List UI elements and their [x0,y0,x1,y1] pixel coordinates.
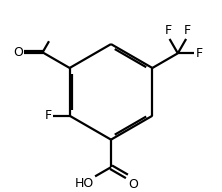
Text: HO: HO [75,177,94,190]
Text: O: O [128,178,138,191]
Text: F: F [45,109,52,122]
Text: F: F [196,47,203,60]
Text: F: F [165,24,172,37]
Text: F: F [183,24,190,37]
Text: O: O [13,46,23,59]
